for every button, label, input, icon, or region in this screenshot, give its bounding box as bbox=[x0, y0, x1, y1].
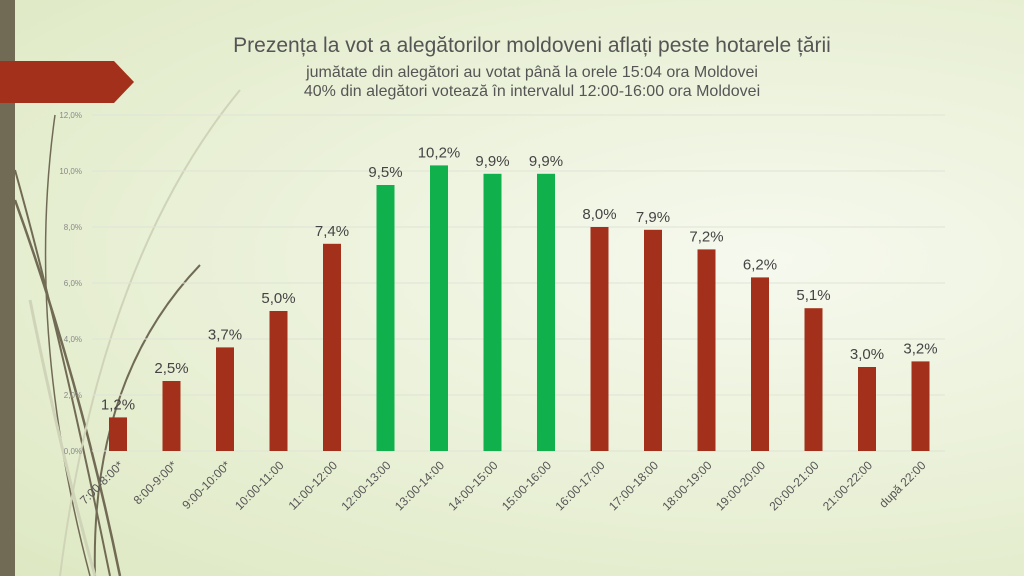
bar bbox=[804, 308, 823, 451]
y-tick-label: 10,0% bbox=[59, 167, 82, 176]
data-label: 8,0% bbox=[582, 206, 616, 223]
y-tick-label: 2,0% bbox=[64, 391, 82, 400]
y-tick-label: 4,0% bbox=[64, 335, 82, 344]
data-label: 9,5% bbox=[368, 164, 402, 181]
x-tick-label: 12:00-13:00 bbox=[338, 458, 393, 513]
x-tick-label: după 22:00 bbox=[876, 458, 929, 511]
data-label: 6,2% bbox=[743, 256, 777, 273]
y-tick-label: 8,0% bbox=[64, 223, 82, 232]
data-label: 5,0% bbox=[261, 290, 295, 307]
data-label: 7,2% bbox=[689, 228, 723, 245]
x-tick-label: 14:00-15:00 bbox=[445, 458, 500, 513]
bar bbox=[109, 417, 127, 451]
x-tick-label: 15:00-16:00 bbox=[499, 458, 554, 513]
x-tick-label: 17:00-18:00 bbox=[606, 458, 661, 513]
x-tick-label: 9:00-10:00* bbox=[179, 458, 233, 512]
x-tick-label: 20:00-21:00 bbox=[766, 458, 821, 513]
data-label: 9,9% bbox=[529, 153, 563, 170]
x-tick-label: 13:00-14:00 bbox=[392, 458, 447, 513]
data-label: 3,7% bbox=[208, 326, 242, 343]
bar bbox=[858, 367, 876, 451]
data-label: 10,2% bbox=[418, 144, 461, 161]
x-tick-label: 16:00-17:00 bbox=[552, 458, 607, 513]
bar bbox=[697, 249, 716, 451]
y-tick-label: 12,0% bbox=[59, 111, 82, 120]
slide-sidebar-bar bbox=[0, 0, 15, 576]
bar bbox=[162, 381, 181, 451]
data-label: 1,2% bbox=[101, 396, 135, 413]
data-label: 7,9% bbox=[636, 209, 670, 226]
bar bbox=[269, 311, 288, 451]
bar bbox=[430, 165, 448, 451]
data-label: 3,2% bbox=[903, 340, 937, 357]
bar bbox=[590, 227, 609, 451]
y-tick-label: 0,0% bbox=[64, 447, 82, 456]
bar bbox=[911, 361, 930, 451]
x-tick-label: 10:00-11:00 bbox=[232, 458, 287, 513]
bar bbox=[323, 243, 341, 451]
y-tick-label: 6,0% bbox=[64, 279, 82, 288]
data-label: 9,9% bbox=[475, 153, 509, 170]
data-label: 2,5% bbox=[154, 360, 188, 377]
data-label: 7,4% bbox=[315, 223, 349, 240]
chart-subtitle-1: jumătate din alegători au votat până la … bbox=[306, 64, 758, 81]
bar bbox=[483, 173, 502, 452]
x-tick-label: 18:00-19:00 bbox=[659, 458, 714, 513]
x-tick-label: 19:00-20:00 bbox=[713, 458, 768, 513]
chart-title: Prezența la vot a alegătorilor moldoveni… bbox=[233, 34, 831, 57]
bar bbox=[751, 277, 769, 451]
bar bbox=[376, 185, 395, 451]
bar bbox=[537, 173, 555, 452]
bar bbox=[216, 347, 234, 451]
chart-subtitle-2: 40% din alegători votează în intervalul … bbox=[303, 83, 761, 100]
decorative-arrow bbox=[0, 61, 134, 103]
x-tick-label: 8:00-9:00* bbox=[131, 458, 180, 507]
x-tick-label: 21:00-22:00 bbox=[820, 458, 875, 513]
x-tick-label: 7:00-8:00* bbox=[77, 458, 126, 507]
x-tick-label: 11:00-12:00 bbox=[286, 458, 341, 513]
data-label: 5,1% bbox=[796, 287, 830, 304]
bar bbox=[644, 229, 662, 451]
data-label: 3,0% bbox=[850, 346, 884, 363]
